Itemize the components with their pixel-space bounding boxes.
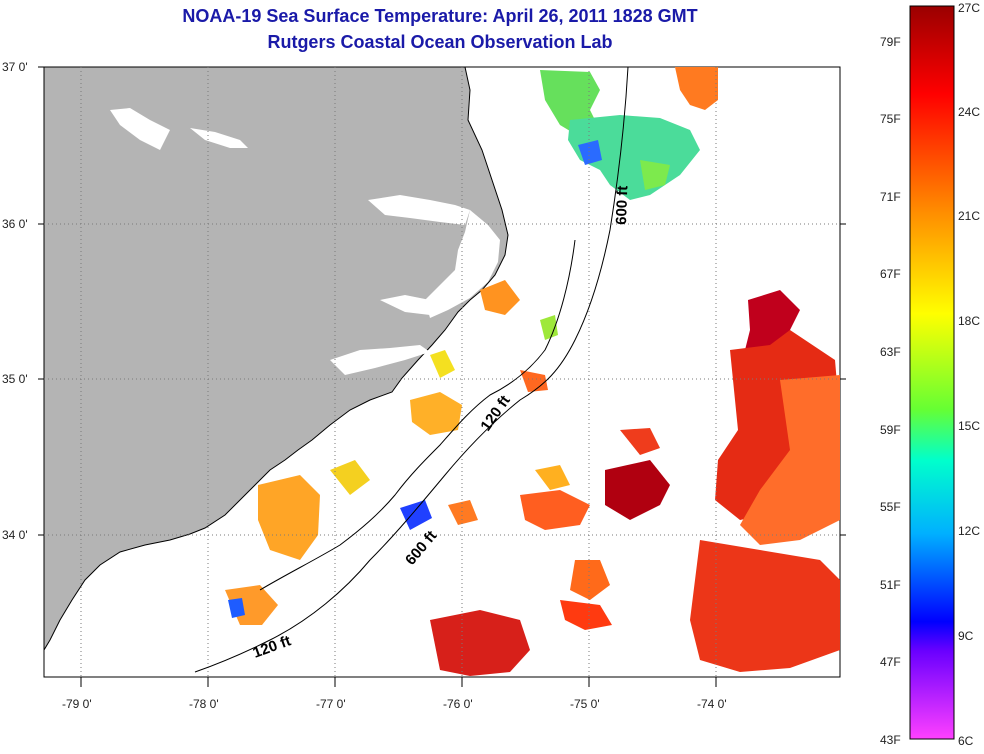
lon-label-75: -75 0' bbox=[570, 697, 600, 711]
cbar-c-6: 6C bbox=[958, 734, 974, 748]
colorbar-fahrenheit-labels: 79F 75F 71F 67F 63F 59F 55F 51F 47F 43F bbox=[880, 35, 901, 747]
cbar-f-63: 63F bbox=[880, 345, 901, 359]
cbar-c-24: 24C bbox=[958, 105, 980, 119]
cbar-f-51: 51F bbox=[880, 578, 901, 592]
graticule bbox=[44, 67, 840, 677]
colorbar-celsius-labels: 27C 24C 21C 18C 15C 12C 9C 6C bbox=[958, 1, 980, 748]
lat-label-36: 36 0' bbox=[2, 217, 28, 231]
cbar-c-18: 18C bbox=[958, 314, 980, 328]
lat-ticks bbox=[38, 66, 846, 536]
isobath-120ft bbox=[259, 239, 576, 591]
lat-label-37: 37 0' bbox=[2, 60, 28, 74]
cbar-c-12: 12C bbox=[958, 524, 980, 538]
river-2 bbox=[190, 128, 248, 148]
cbar-f-55: 55F bbox=[880, 500, 901, 514]
cbar-f-43: 43F bbox=[880, 733, 901, 747]
cbar-c-21: 21C bbox=[958, 209, 980, 223]
pamlico-river bbox=[380, 295, 445, 315]
sst-data bbox=[225, 67, 840, 676]
isobath-label-600ft-north: 600 ft bbox=[613, 185, 631, 225]
map-subtitle: Rutgers Coastal Ocean Observation Lab bbox=[267, 32, 613, 52]
isobath-600ft bbox=[194, 67, 629, 673]
map-title: NOAA-19 Sea Surface Temperature: April 2… bbox=[182, 6, 698, 26]
lon-label-77: -77 0' bbox=[316, 697, 346, 711]
cbar-f-75: 75F bbox=[880, 112, 901, 126]
cbar-f-79: 79F bbox=[880, 35, 901, 49]
lat-label-35: 35 0' bbox=[2, 372, 28, 386]
cbar-c-27: 27C bbox=[958, 1, 980, 15]
lon-label-74: -74 0' bbox=[697, 697, 727, 711]
lon-ticks bbox=[80, 677, 717, 687]
cbar-f-71: 71F bbox=[880, 190, 901, 204]
lon-label-79: -79 0' bbox=[62, 697, 92, 711]
cbar-c-9: 9C bbox=[958, 629, 974, 643]
lon-label-76: -76 0' bbox=[443, 697, 473, 711]
lat-label-34: 34 0' bbox=[2, 528, 28, 542]
river-1 bbox=[110, 108, 170, 150]
albemarle-sound bbox=[368, 195, 470, 225]
cbar-f-67: 67F bbox=[880, 267, 901, 281]
cbar-f-59: 59F bbox=[880, 423, 901, 437]
cbar-f-47: 47F bbox=[880, 655, 901, 669]
neuse-river bbox=[330, 345, 430, 375]
lon-label-78: -78 0' bbox=[189, 697, 219, 711]
colorbar bbox=[909, 5, 955, 740]
cbar-c-15: 15C bbox=[958, 419, 980, 433]
